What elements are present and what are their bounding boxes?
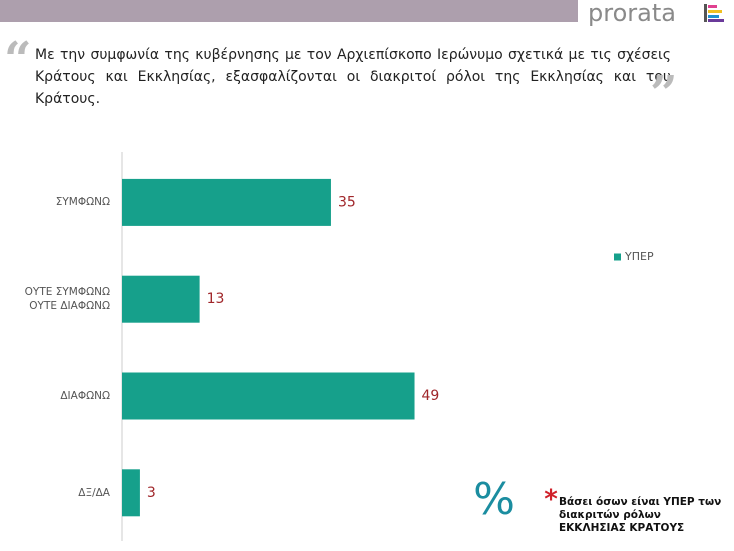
y-tick-label: ΟΥΤΕ ΣΥΜΦΩΝΩ ΟΥΤΕ ΔΙΑΦΩΝΩ: [24, 286, 110, 313]
bar: [122, 372, 415, 420]
y-tick-label: ΣΥΜΦΩΝΩ: [55, 196, 110, 209]
question-text: Με την συμφωνία της κυβέρνησης με τον Αρ…: [35, 47, 671, 107]
y-tick-label: ΔΙΑΦΩΝΩ: [60, 390, 110, 402]
bar: [122, 275, 200, 323]
value-label: 35: [338, 194, 356, 210]
bar: [122, 178, 331, 226]
quote-close: ”: [650, 66, 678, 122]
legend-label: ΥΠΕΡ: [624, 250, 654, 263]
percent-symbol: %: [473, 474, 515, 525]
logo-icon: [704, 4, 724, 22]
footnote-text: Βάσει όσων είναι ΥΠΕΡ των διακριτών ρόλω…: [559, 496, 722, 534]
asterisk: *: [544, 485, 558, 515]
value-label: 3: [147, 485, 156, 501]
quote-open: “: [4, 32, 32, 88]
top-band: [0, 0, 734, 22]
legend-swatch: [614, 253, 621, 261]
value-label: 13: [207, 291, 225, 307]
y-tick-label: ΔΞ/ΔΑ: [78, 486, 110, 499]
logo: prorata: [588, 0, 676, 27]
value-label: 49: [422, 388, 440, 404]
bar: [122, 469, 140, 517]
